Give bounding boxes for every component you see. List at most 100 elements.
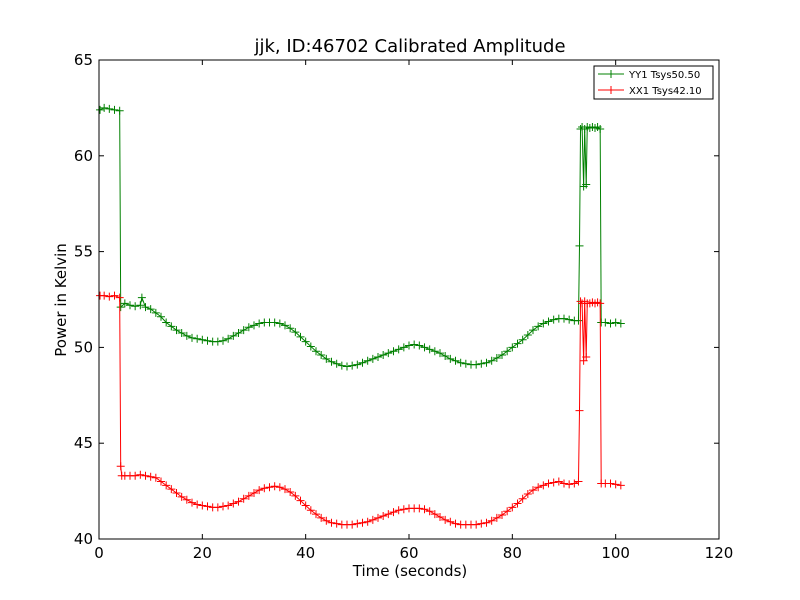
- data-point: [198, 501, 207, 510]
- data-point: [508, 503, 517, 512]
- data-point: [203, 502, 212, 511]
- data-point: [136, 301, 145, 310]
- data-point: [260, 484, 269, 493]
- data-point: [596, 299, 605, 308]
- data-point: [596, 124, 605, 133]
- data-point: [126, 301, 134, 310]
- data-point: [560, 479, 568, 488]
- data-point: [182, 495, 191, 504]
- data-point: [343, 362, 351, 371]
- data-point: [374, 352, 382, 361]
- data-point: [472, 520, 481, 529]
- data-point: [513, 499, 522, 508]
- data-point: [389, 347, 398, 356]
- plot-area: [96, 103, 625, 529]
- data-point: [116, 462, 125, 471]
- data-point: [105, 104, 114, 113]
- data-point: [116, 303, 125, 312]
- legend-label: XX1 Tsys42.10: [629, 86, 702, 97]
- data-point: [441, 352, 450, 361]
- data-point: [379, 512, 388, 521]
- data-point: [529, 326, 537, 335]
- data-point: [312, 510, 320, 519]
- y-tick-label: 55: [74, 243, 93, 261]
- data-point: [539, 319, 548, 328]
- legend-marker: [607, 70, 615, 78]
- data-point: [358, 358, 367, 367]
- data-point: [167, 485, 176, 494]
- data-point: [582, 180, 591, 189]
- data-point: [363, 517, 372, 526]
- data-point: [554, 477, 563, 486]
- data-point: [96, 105, 105, 114]
- data-point: [425, 345, 434, 354]
- data-point: [523, 489, 532, 498]
- data-point: [255, 319, 264, 328]
- data-point: [492, 353, 501, 362]
- data-point: [120, 299, 129, 308]
- data-point: [446, 354, 455, 363]
- data-point: [224, 334, 233, 343]
- data-point: [131, 302, 140, 311]
- data-point: [574, 316, 583, 325]
- data-point: [136, 470, 145, 479]
- data-point: [498, 511, 506, 520]
- data-point: [270, 318, 279, 327]
- data-point: [177, 492, 186, 501]
- data-point: [131, 471, 140, 480]
- data-point: [487, 356, 496, 365]
- data-point: [172, 326, 181, 335]
- data-point: [430, 347, 439, 356]
- data-point: [446, 517, 455, 526]
- data-point: [482, 518, 491, 527]
- y-tick-label: 45: [74, 434, 93, 452]
- data-point: [286, 324, 295, 333]
- data-point: [219, 336, 227, 345]
- data-point: [472, 360, 481, 369]
- data-point: [508, 343, 517, 352]
- data-point: [405, 341, 413, 350]
- data-point: [616, 319, 625, 328]
- data-point: [430, 510, 439, 519]
- data-point: [275, 319, 284, 328]
- data-point: [415, 504, 424, 513]
- data-point: [518, 494, 527, 503]
- data-point: [389, 508, 398, 517]
- data-point: [167, 322, 176, 331]
- data-point: [534, 483, 543, 492]
- data-point: [296, 332, 305, 341]
- series-2: [96, 291, 625, 529]
- legend-label: YY1 Tsys50.50: [628, 70, 700, 81]
- data-point: [172, 489, 181, 498]
- data-point: [348, 520, 357, 529]
- data-point: [368, 515, 377, 524]
- data-point: [244, 323, 253, 332]
- x-tick-label: 120: [705, 544, 734, 562]
- data-point: [110, 291, 119, 300]
- data-point: [415, 341, 424, 350]
- data-point: [456, 358, 465, 367]
- data-point: [482, 358, 491, 367]
- data-point: [188, 333, 196, 342]
- data-point: [157, 477, 165, 486]
- data-point: [616, 481, 625, 490]
- data-point: [353, 519, 362, 528]
- data-point: [291, 328, 300, 337]
- data-point: [213, 337, 222, 346]
- data-point: [575, 241, 584, 250]
- data-point: [177, 329, 186, 338]
- data-point: [312, 347, 320, 356]
- data-point: [115, 106, 124, 115]
- data-point: [374, 513, 382, 522]
- axis-ticks: 0 20 40 60 80 100 120 40 45 50 55 60 65: [74, 51, 733, 562]
- data-point: [250, 321, 258, 330]
- data-point: [560, 314, 568, 323]
- data-point: [606, 319, 615, 328]
- data-point: [219, 502, 227, 511]
- x-tick-label: 100: [601, 544, 630, 562]
- data-point: [306, 506, 315, 515]
- data-point: [503, 347, 512, 356]
- data-point: [188, 498, 196, 507]
- data-point: [523, 330, 532, 339]
